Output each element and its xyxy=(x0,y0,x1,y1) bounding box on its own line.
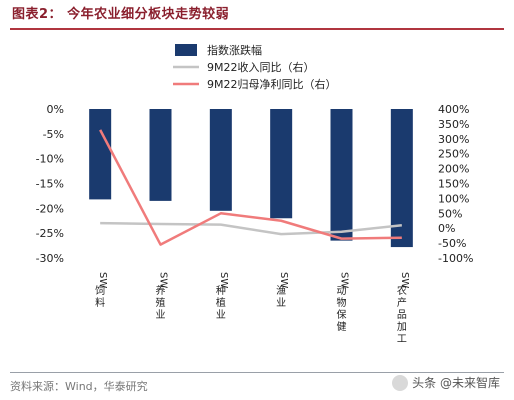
chart-title: 图表2： 今年农业细分板块走势较弱 xyxy=(12,7,230,22)
category-label: 业 xyxy=(276,297,286,309)
right-tick-label: 200% xyxy=(438,163,469,176)
legend-label: 9M22归母净利同比（右） xyxy=(207,77,337,91)
left-tick-label: 0% xyxy=(47,103,64,116)
category-label: SW xyxy=(278,272,289,288)
right-tick-label: 400% xyxy=(438,103,469,116)
right-tick-label: 300% xyxy=(438,133,469,146)
line-series xyxy=(99,129,402,246)
source-note: 资料来源：Wind，华泰研究 xyxy=(10,380,148,393)
category-label: SW xyxy=(218,272,229,288)
bar xyxy=(209,109,232,211)
left-tick-label: -20% xyxy=(36,202,64,215)
right-tick-label: 150% xyxy=(438,178,469,191)
category-label: 工 xyxy=(397,334,407,345)
source-divider xyxy=(10,372,504,373)
watermark-text: 头条 @未来智库 xyxy=(412,376,500,390)
left-tick-label: -30% xyxy=(36,252,64,265)
category-label: 业 xyxy=(156,309,166,321)
bar-series xyxy=(89,109,413,248)
title-divider xyxy=(10,28,504,30)
category-label: 物 xyxy=(337,296,347,309)
watermark-logo-icon xyxy=(392,374,409,391)
right-tick-label: -50% xyxy=(438,237,466,250)
category-label: 农 xyxy=(397,284,407,297)
right-tick-label: 250% xyxy=(438,148,469,161)
category-label: SW xyxy=(158,272,169,288)
bar xyxy=(390,109,413,248)
right-axis: 400% 350% 300% 250% 200% 150%100% 50% 0% -50% -10… xyxy=(438,103,473,265)
category-label: 种 xyxy=(216,284,226,297)
left-tick-label: -15% xyxy=(36,178,64,191)
category-label: 料 xyxy=(95,296,105,309)
category-label: 渔 xyxy=(276,285,286,297)
category-label: 产 xyxy=(397,296,407,309)
left-tick-label: -10% xyxy=(36,153,64,166)
category-label: 殖 xyxy=(156,296,166,309)
bar xyxy=(270,109,293,219)
right-tick-label: 50% xyxy=(438,207,462,220)
chart-area: 指数涨跌幅 9M22收入同比（右） 9M22归母净利同比（右） 0% -5% -10% -… xyxy=(36,43,474,345)
right-tick-label: 350% xyxy=(438,118,469,131)
category-label: SW xyxy=(97,272,108,288)
bar xyxy=(330,109,353,241)
left-tick-label: -25% xyxy=(36,227,64,240)
legend: 指数涨跌幅 9M22收入同比（右） 9M22归母净利同比（右） xyxy=(173,43,337,91)
category-label: SW xyxy=(339,272,350,288)
left-axis: 0% -5% -10% -15% -20% -25% -30% xyxy=(36,103,64,265)
category-label: 动 xyxy=(337,285,347,297)
legend-swatch-bar xyxy=(175,44,197,56)
category-label: 养 xyxy=(156,284,166,297)
legend-label: 9M22收入同比（右） xyxy=(207,60,315,74)
category-label: 加 xyxy=(397,321,407,333)
series-line xyxy=(100,221,402,236)
watermark: 头条 @未来智库 xyxy=(392,374,500,391)
category-label: 品 xyxy=(397,309,407,321)
category-label: 健 xyxy=(337,321,347,333)
bar xyxy=(89,109,112,200)
bar xyxy=(149,109,172,201)
category-label: 植 xyxy=(216,296,226,309)
legend-label: 指数涨跌幅 xyxy=(207,43,262,57)
category-label: 保 xyxy=(337,308,347,321)
category-label: 业 xyxy=(216,309,226,321)
category-label: 饲 xyxy=(95,284,105,297)
category-label: SW xyxy=(399,272,410,288)
right-tick-label: -100% xyxy=(438,252,473,265)
right-tick-label: 100% xyxy=(438,192,469,205)
series-line xyxy=(99,129,402,246)
right-tick-label: 0% xyxy=(438,222,455,235)
left-tick-label: -5% xyxy=(43,128,64,141)
